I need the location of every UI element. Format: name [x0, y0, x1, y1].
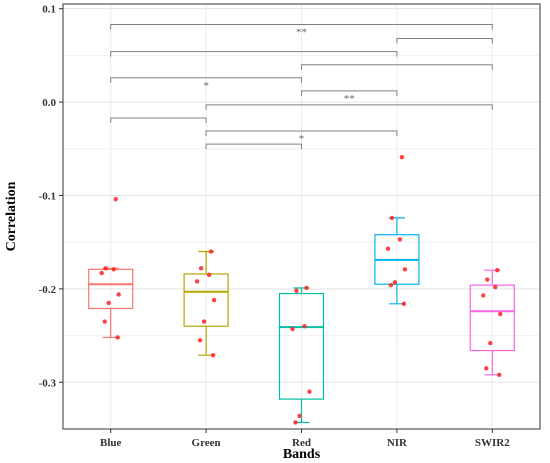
box-red — [278, 287, 325, 424]
significance-bracket — [396, 38, 493, 44]
data-point — [401, 301, 407, 307]
data-point — [102, 319, 107, 324]
significance-label: * — [203, 80, 209, 92]
data-point — [488, 340, 493, 346]
y-tick-label: 0.1 — [42, 4, 56, 16]
data-point — [389, 215, 395, 221]
y-tick-label: -0.3 — [39, 377, 57, 389]
data-point — [307, 389, 312, 394]
significance-bracket — [110, 117, 207, 123]
data-point — [402, 267, 408, 272]
data-point — [211, 297, 217, 303]
data-point — [116, 292, 121, 297]
data-point — [115, 335, 120, 340]
data-point — [194, 279, 200, 284]
data-point — [392, 280, 398, 285]
data-point — [481, 293, 486, 298]
x-tick-label: Green — [192, 437, 221, 449]
y-axis-title: Correlation — [4, 181, 19, 251]
x-axis: Blue Green Red NIR SWIR2 — [100, 429, 510, 449]
box-body — [88, 268, 134, 310]
significance-bracket — [301, 64, 493, 70]
data-point — [485, 277, 490, 282]
box-swir2 — [469, 269, 515, 376]
y-axis: 0.1 0.0 -0.1 -0.2 -0.3 — [39, 4, 63, 389]
significance-label: * — [299, 133, 305, 145]
x-tick-label: Blue — [100, 437, 122, 449]
significance-bracket — [110, 51, 398, 57]
data-point — [293, 420, 298, 425]
significance-brackets: ****** — [110, 24, 493, 150]
x-tick-label: Red — [292, 437, 311, 449]
significance-bracket — [110, 77, 302, 83]
data-point — [302, 324, 307, 329]
x-tick-label: NIR — [387, 437, 408, 449]
significance-bracket — [205, 130, 398, 137]
data-point — [201, 319, 207, 324]
data-point — [103, 266, 108, 271]
x-axis-title: Bands — [283, 447, 321, 462]
significance-label: ** — [296, 27, 307, 39]
data-point — [210, 353, 216, 358]
data-point — [111, 267, 116, 272]
data-point — [388, 282, 394, 288]
significance-bracket — [205, 104, 493, 110]
significance-bracket — [110, 24, 493, 30]
box-body — [469, 284, 515, 352]
data-point — [484, 366, 489, 371]
significance-bracket — [301, 90, 398, 96]
x-tick-label: SWIR2 — [475, 437, 510, 449]
significance-bracket — [205, 143, 302, 150]
y-tick-label: -0.1 — [39, 190, 56, 202]
data-point — [294, 288, 299, 293]
data-point — [497, 372, 502, 378]
data-point — [206, 272, 212, 278]
data-point — [99, 270, 104, 276]
box-body — [278, 292, 325, 400]
data-point — [399, 154, 405, 160]
y-tick-label: 0.0 — [42, 97, 56, 109]
data-point — [304, 285, 309, 291]
box-blue — [88, 267, 134, 339]
data-point — [498, 311, 503, 317]
data-point — [397, 237, 403, 242]
grid-lines — [63, 4, 540, 430]
data-point — [495, 268, 500, 273]
data-point — [198, 266, 204, 271]
data-point — [197, 338, 203, 343]
data-point — [208, 249, 214, 254]
data-point — [113, 197, 118, 202]
y-tick-label: -0.2 — [39, 284, 57, 296]
data-point — [297, 413, 302, 419]
data-point — [290, 326, 295, 332]
significance-label: ** — [344, 93, 355, 105]
data-point — [385, 246, 391, 251]
box-body — [183, 273, 229, 327]
data-point — [493, 284, 498, 290]
data-point — [106, 300, 111, 306]
data-points — [99, 154, 503, 425]
